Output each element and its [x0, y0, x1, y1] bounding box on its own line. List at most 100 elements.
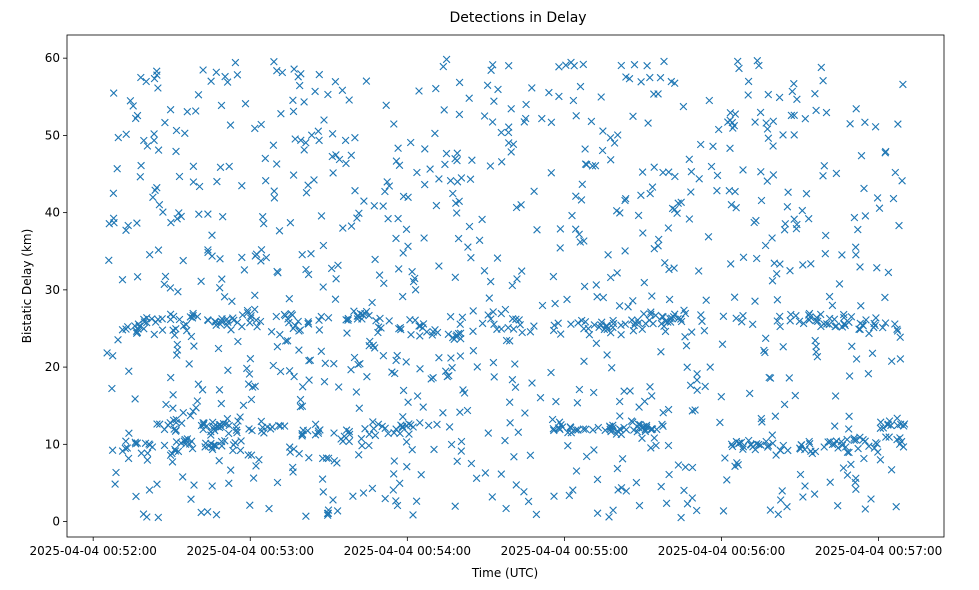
data-point	[661, 259, 669, 267]
data-point	[648, 183, 657, 191]
data-point	[109, 89, 118, 97]
data-point	[195, 210, 203, 218]
data-point	[706, 363, 714, 371]
data-point	[647, 308, 655, 316]
data-point	[852, 355, 861, 363]
data-point	[161, 272, 170, 281]
data-point	[887, 466, 896, 474]
data-point	[319, 241, 328, 250]
data-point	[233, 71, 242, 79]
data-point	[353, 214, 361, 222]
data-point	[802, 189, 811, 198]
data-point	[551, 299, 559, 308]
data-point	[681, 333, 689, 341]
data-point	[145, 440, 153, 448]
data-point	[160, 280, 169, 289]
data-point	[564, 428, 572, 437]
data-point	[311, 431, 320, 439]
data-point	[893, 325, 901, 334]
data-point	[363, 372, 371, 381]
data-point	[654, 90, 662, 98]
data-point	[445, 423, 454, 431]
data-point	[231, 58, 240, 67]
data-point	[573, 399, 582, 407]
data-point	[180, 437, 189, 445]
data-point	[575, 230, 583, 239]
data-point	[606, 156, 615, 164]
data-point	[768, 234, 776, 242]
data-point	[420, 234, 428, 242]
data-point	[819, 76, 827, 85]
data-point	[848, 342, 856, 351]
data-point	[860, 454, 868, 463]
data-point	[275, 227, 284, 235]
data-point	[449, 189, 457, 198]
data-point	[354, 360, 362, 369]
data-point	[253, 322, 261, 331]
data-point	[737, 318, 746, 326]
data-point	[419, 403, 427, 411]
data-point	[395, 161, 404, 170]
data-point	[234, 337, 242, 346]
data-point	[421, 145, 429, 153]
data-point	[136, 173, 145, 181]
data-point	[732, 314, 740, 323]
data-point	[861, 118, 869, 127]
data-point	[487, 66, 495, 75]
data-point	[118, 275, 127, 284]
data-point	[236, 413, 244, 421]
data-point	[440, 106, 448, 114]
data-point	[307, 249, 315, 258]
data-point	[174, 447, 183, 456]
data-point	[297, 136, 305, 145]
data-point	[455, 110, 464, 119]
data-point	[692, 506, 701, 515]
data-point	[732, 203, 740, 212]
data-point	[457, 437, 466, 446]
data-point	[257, 417, 266, 426]
data-point	[574, 426, 582, 434]
data-point	[329, 496, 337, 504]
data-point	[443, 372, 452, 381]
data-point	[716, 418, 724, 427]
data-point	[656, 73, 665, 82]
data-point	[879, 424, 888, 432]
data-point	[769, 142, 777, 150]
data-point	[654, 242, 662, 250]
data-point	[783, 203, 792, 211]
data-point	[131, 438, 140, 447]
data-point	[234, 417, 242, 425]
data-point	[379, 202, 387, 210]
data-point	[225, 162, 233, 171]
data-point	[807, 260, 815, 268]
data-point	[435, 353, 443, 362]
y-tick-label: 60	[45, 51, 60, 65]
data-point	[687, 188, 695, 196]
data-point	[784, 188, 792, 196]
data-point	[375, 271, 384, 279]
data-point	[657, 348, 665, 356]
data-point	[300, 146, 308, 154]
data-point	[393, 501, 402, 510]
data-point	[154, 315, 162, 324]
data-point	[145, 486, 154, 494]
data-point	[182, 320, 190, 329]
data-point	[317, 212, 326, 220]
data-point	[852, 474, 860, 483]
data-point	[153, 480, 161, 488]
data-point	[598, 146, 607, 155]
data-point	[347, 365, 355, 374]
data-point	[744, 91, 752, 99]
data-point	[430, 445, 438, 454]
data-point	[143, 449, 152, 457]
data-point	[252, 462, 260, 470]
data-point	[197, 277, 205, 286]
data-point	[839, 310, 848, 319]
data-point	[173, 346, 182, 354]
data-point	[845, 412, 853, 421]
data-point	[812, 316, 820, 325]
data-point	[457, 447, 466, 455]
data-point	[650, 434, 659, 442]
data-point	[497, 470, 506, 478]
data-point	[413, 392, 422, 400]
